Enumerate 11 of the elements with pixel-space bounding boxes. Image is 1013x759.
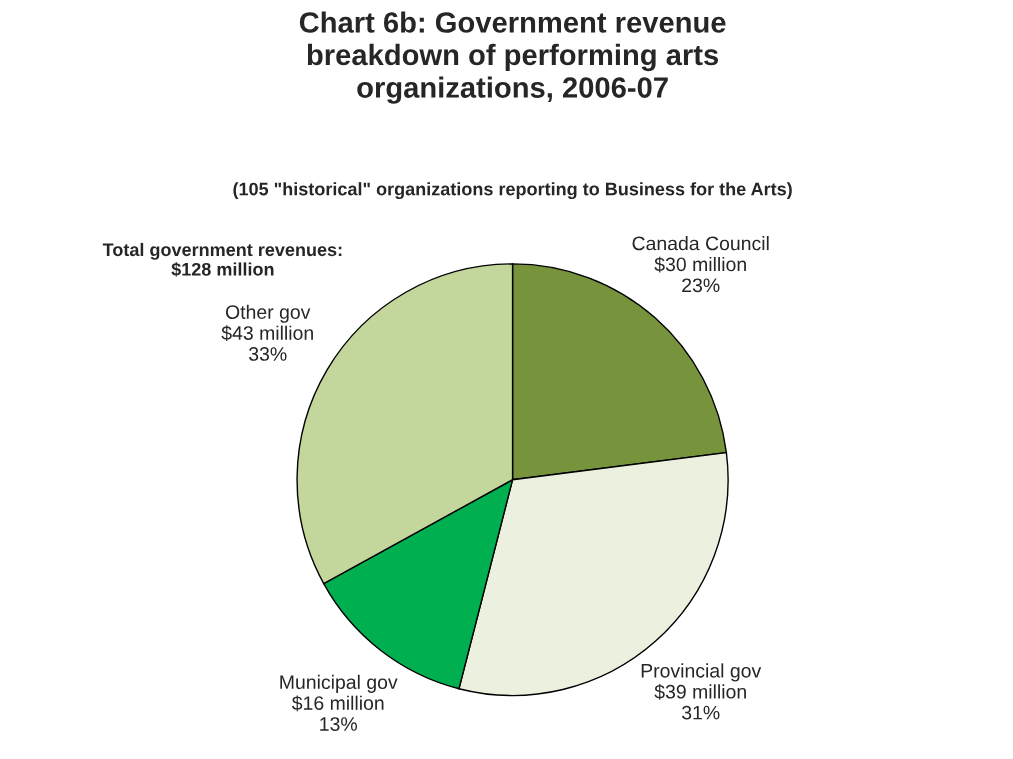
data-label: $43 million 33% bbox=[221, 325, 313, 361]
data-label: $30 million 23% bbox=[654, 256, 746, 293]
data-label: $16 million 13% bbox=[291, 695, 384, 731]
chart-title: Chart 6b: Government revenue breakdown of performing arts organizations, 2006-07 bbox=[299, 11, 726, 104]
slice-label: Other gov bbox=[225, 304, 311, 323]
slice-label: Canada Council bbox=[632, 236, 769, 251]
text: Total government revenues: $128 million bbox=[102, 242, 342, 277]
chart-subtitle: (105 "historical" organizations reporting to Business for the Arts) bbox=[233, 182, 792, 200]
slice-label: Municipal gov bbox=[280, 674, 398, 693]
slice-label: Provincial gov bbox=[641, 663, 762, 682]
data-label: $39 million 31% bbox=[654, 683, 746, 720]
